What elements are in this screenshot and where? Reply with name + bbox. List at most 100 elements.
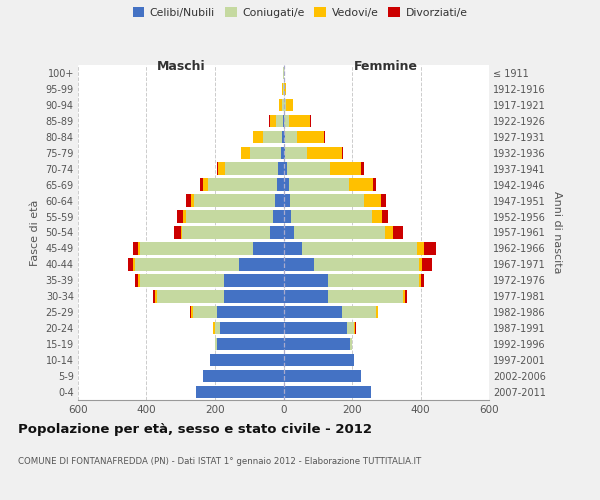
Bar: [181, 226, 182, 238]
Bar: [278, 162, 284, 175]
Bar: [405, 290, 407, 302]
Bar: [355, 322, 356, 334]
Bar: [314, 258, 419, 270]
Bar: [284, 130, 296, 143]
Y-axis label: Fasce di età: Fasce di età: [30, 200, 40, 266]
Bar: [215, 322, 220, 334]
Bar: [284, 98, 286, 111]
Bar: [419, 258, 422, 270]
Bar: [253, 242, 284, 254]
Bar: [422, 258, 433, 270]
Bar: [177, 210, 183, 223]
Legend: Celibi/Nubili, Coniugati/e, Vedovi/e, Divorziati/e: Celibi/Nubili, Coniugati/e, Vedovi/e, Di…: [128, 3, 472, 22]
Bar: [294, 226, 385, 238]
Bar: [241, 146, 250, 159]
Bar: [289, 178, 349, 191]
Bar: [291, 210, 371, 223]
Bar: [279, 98, 282, 111]
Bar: [253, 130, 263, 143]
Bar: [133, 242, 138, 254]
Bar: [155, 290, 157, 302]
Bar: [417, 242, 424, 254]
Bar: [250, 146, 281, 159]
Bar: [350, 338, 352, 350]
Bar: [154, 290, 155, 302]
Bar: [138, 274, 140, 286]
Bar: [194, 194, 275, 207]
Bar: [263, 130, 282, 143]
Bar: [289, 114, 310, 127]
Bar: [217, 338, 284, 350]
Bar: [203, 178, 208, 191]
Bar: [277, 178, 284, 191]
Bar: [285, 146, 307, 159]
Bar: [324, 130, 325, 143]
Bar: [284, 146, 285, 159]
Text: COMUNE DI FONTANAFREDDA (PN) - Dati ISTAT 1° gennaio 2012 - Elaborazione TUTTITA: COMUNE DI FONTANAFREDDA (PN) - Dati ISTA…: [18, 458, 421, 466]
Bar: [284, 258, 314, 270]
Bar: [275, 194, 284, 207]
Bar: [200, 178, 203, 191]
Bar: [330, 162, 361, 175]
Bar: [342, 306, 376, 318]
Bar: [393, 226, 403, 238]
Bar: [284, 162, 287, 175]
Bar: [281, 146, 284, 159]
Bar: [224, 290, 284, 302]
Bar: [203, 370, 284, 382]
Bar: [361, 162, 364, 175]
Bar: [210, 354, 284, 366]
Bar: [373, 178, 376, 191]
Bar: [328, 290, 403, 302]
Bar: [215, 338, 217, 350]
Bar: [419, 274, 421, 286]
Bar: [140, 274, 224, 286]
Bar: [424, 242, 436, 254]
Bar: [270, 114, 276, 127]
Bar: [190, 306, 191, 318]
Bar: [286, 98, 293, 111]
Bar: [310, 114, 311, 127]
Bar: [296, 130, 324, 143]
Bar: [273, 210, 284, 223]
Bar: [284, 226, 294, 238]
Text: Femmine: Femmine: [354, 60, 418, 73]
Bar: [284, 338, 350, 350]
Bar: [213, 322, 215, 334]
Bar: [218, 162, 225, 175]
Bar: [134, 258, 239, 270]
Bar: [191, 194, 194, 207]
Bar: [128, 258, 133, 270]
Bar: [283, 114, 284, 127]
Bar: [328, 274, 419, 286]
Text: Popolazione per età, sesso e stato civile - 2012: Popolazione per età, sesso e stato civil…: [18, 422, 372, 436]
Bar: [225, 162, 278, 175]
Bar: [224, 274, 284, 286]
Bar: [276, 114, 283, 127]
Bar: [186, 194, 191, 207]
Bar: [282, 82, 283, 95]
Bar: [354, 322, 355, 334]
Bar: [239, 258, 284, 270]
Bar: [140, 242, 253, 254]
Bar: [174, 226, 181, 238]
Text: Maschi: Maschi: [157, 60, 205, 73]
Bar: [376, 306, 377, 318]
Bar: [157, 290, 224, 302]
Bar: [269, 114, 270, 127]
Bar: [134, 274, 138, 286]
Bar: [284, 274, 328, 286]
Bar: [284, 386, 371, 398]
Bar: [196, 386, 284, 398]
Bar: [284, 178, 289, 191]
Bar: [191, 306, 193, 318]
Bar: [421, 274, 424, 286]
Bar: [349, 178, 373, 191]
Bar: [284, 82, 286, 95]
Bar: [217, 162, 218, 175]
Bar: [284, 370, 361, 382]
Bar: [284, 306, 342, 318]
Bar: [284, 322, 347, 334]
Bar: [282, 98, 284, 111]
Bar: [133, 258, 134, 270]
